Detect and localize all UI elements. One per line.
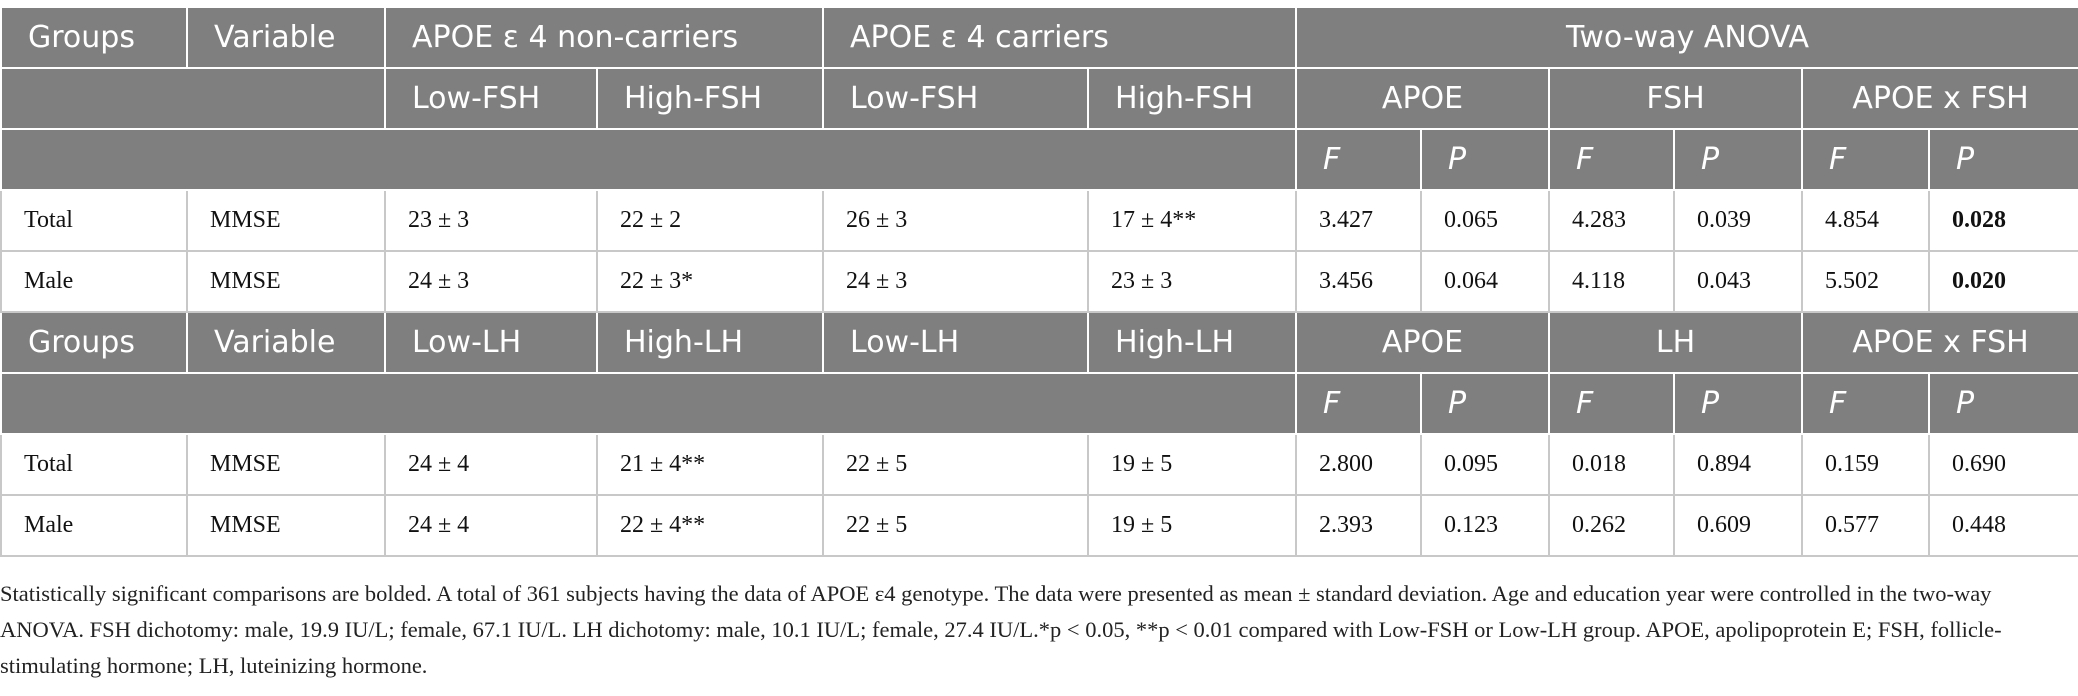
header-cell: F [1548, 128, 1676, 191]
header-cell: FSH [1548, 67, 1804, 130]
data-cell: MMSE [186, 250, 386, 313]
data-cell: 0.064 [1420, 250, 1551, 313]
data-cell: 24 ± 4 [384, 433, 598, 496]
data-cell: 23 ± 3 [1087, 250, 1298, 313]
data-cell: 0.123 [1420, 494, 1551, 557]
data-cell: 0.262 [1548, 494, 1676, 557]
data-cell: MMSE [186, 189, 386, 252]
header-cell: P [1928, 372, 2078, 435]
header-cell: Two-way ANOVA [1295, 6, 2078, 69]
header-cell: APOE [1295, 67, 1551, 130]
data-cell: 24 ± 4 [384, 494, 598, 557]
data-cell: 22 ± 4** [595, 494, 825, 557]
data-cell: 19 ± 5 [1087, 494, 1298, 557]
data-cell: 22 ± 3* [595, 250, 825, 313]
header-cell: Groups [0, 6, 188, 69]
data-cell: MMSE [186, 433, 386, 496]
data-cell: Total [0, 433, 188, 496]
header-cell: High-LH [1087, 311, 1298, 374]
data-cell: Total [0, 189, 188, 252]
header-cell: Low-FSH [384, 67, 598, 130]
header-cell: P [1420, 372, 1551, 435]
header-cell: F [1801, 128, 1931, 191]
data-cell: 2.393 [1295, 494, 1423, 557]
header-cell: APOE x FSH [1801, 67, 2078, 130]
data-cell: 3.427 [1295, 189, 1423, 252]
table-row: Groups Variable APOE ε 4 non-carriers APOE … [0, 6, 2078, 69]
header-cell: LH [1548, 311, 1804, 374]
header-cell: High-FSH [1087, 67, 1298, 130]
footnote: Statistically significant comparisons ar… [0, 581, 2002, 678]
results-table: Groups Variable APOE ε 4 non-carriers APOE … [0, 6, 2078, 557]
header-cell: Variable [186, 6, 386, 69]
header-cell: F [1295, 128, 1423, 191]
header-cell: Low-LH [384, 311, 598, 374]
data-cell: 0.448 [1928, 494, 2078, 557]
table-row: Groups Variable Low-LH High-LH Low-LH High-LH… [0, 311, 2078, 374]
data-cell: 4.283 [1548, 189, 1676, 252]
header-cell: F [1548, 372, 1676, 435]
data-cell: 22 ± 2 [595, 189, 825, 252]
data-cell: 0.039 [1673, 189, 1804, 252]
header-cell: High-FSH [595, 67, 825, 130]
data-cell: 0.020 [1928, 250, 2078, 313]
data-cell: 0.894 [1673, 433, 1804, 496]
data-cell: 0.043 [1673, 250, 1804, 313]
header-cell: P [1673, 372, 1804, 435]
data-cell: Male [0, 250, 188, 313]
header-cell: APOE x FSH [1801, 311, 2078, 374]
header-cell: APOE [1295, 311, 1551, 374]
data-cell: 4.118 [1548, 250, 1676, 313]
data-cell: Male [0, 494, 188, 557]
data-cell: 17 ± 4** [1087, 189, 1298, 252]
header-cell: F [1801, 372, 1931, 435]
header-cell: High-LH [595, 311, 825, 374]
table-row: Total MMSE 24 ± 4 21 ± 4** 22 ± 5 19 ± 5 2.800… [0, 433, 2078, 496]
header-cell: Groups [0, 311, 188, 374]
data-cell: 0.159 [1801, 433, 1931, 496]
data-cell: 19 ± 5 [1087, 433, 1298, 496]
header-cell: F [1295, 372, 1423, 435]
data-cell: 24 ± 3 [822, 250, 1090, 313]
table-row: Male MMSE 24 ± 3 22 ± 3* 24 ± 3 23 ± 3 3.456 0.… [0, 250, 2078, 313]
header-cell: P [1673, 128, 1804, 191]
header-cell: P [1420, 128, 1551, 191]
data-cell: 23 ± 3 [384, 189, 598, 252]
data-cell: 0.018 [1548, 433, 1676, 496]
data-cell: 24 ± 3 [384, 250, 598, 313]
header-cell: P [1928, 128, 2078, 191]
data-cell: 0.095 [1420, 433, 1551, 496]
data-cell: MMSE [186, 494, 386, 557]
data-cell: 26 ± 3 [822, 189, 1090, 252]
header-cell [0, 128, 1298, 191]
data-cell: 22 ± 5 [822, 433, 1090, 496]
data-cell: 0.577 [1801, 494, 1931, 557]
data-cell: 0.028 [1928, 189, 2078, 252]
header-cell: Variable [186, 311, 386, 374]
data-cell: 0.065 [1420, 189, 1551, 252]
data-cell: 5.502 [1801, 250, 1931, 313]
table-row: Total MMSE 23 ± 3 22 ± 2 26 ± 3 17 ± 4** 3.427… [0, 189, 2078, 252]
data-cell: 3.456 [1295, 250, 1423, 313]
header-cell: Low-FSH [822, 67, 1090, 130]
header-cell [0, 372, 1298, 435]
header-cell: APOE ε 4 carriers [822, 6, 1298, 69]
data-cell: 22 ± 5 [822, 494, 1090, 557]
data-cell: 0.609 [1673, 494, 1804, 557]
table-row: Male MMSE 24 ± 4 22 ± 4** 22 ± 5 19 ± 5 2.393 0… [0, 494, 2078, 557]
data-cell: 4.854 [1801, 189, 1931, 252]
header-cell: Low-LH [822, 311, 1090, 374]
data-cell: 0.690 [1928, 433, 2078, 496]
table-row: Low-FSH High-FSH Low-FSH High-FSH APOE FSH APO… [0, 67, 2078, 130]
data-cell: 2.800 [1295, 433, 1423, 496]
data-cell: 21 ± 4** [595, 433, 825, 496]
header-cell [0, 67, 386, 130]
header-cell: APOE ε 4 non-carriers [383, 6, 825, 69]
